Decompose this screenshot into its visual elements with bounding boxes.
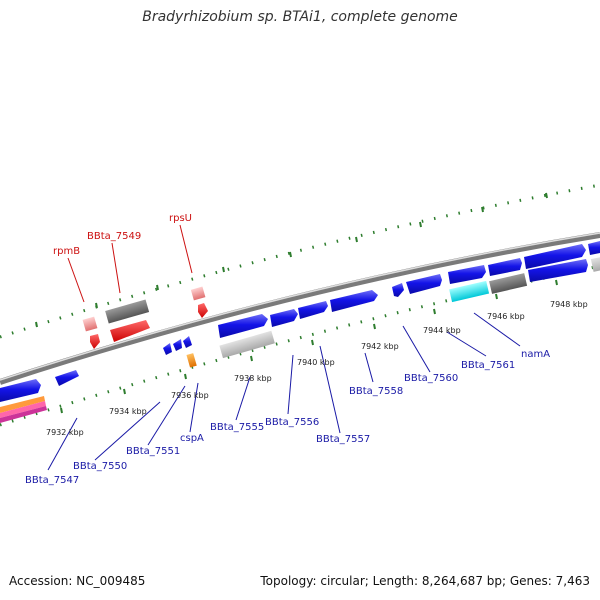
gene-label-BBta_7551[interactable]: BBta_7551 [126,446,180,457]
scale-label: 7932 kbp [46,428,84,437]
inner-gene-labels: BBta_7547 BBta_7550 BBta_7551 cspA BBta_… [25,349,550,486]
BBta_7550-feature [55,370,79,386]
outer-label-connectors [67,224,193,303]
outer-features [82,286,208,349]
rpsU-red-feature [198,303,208,318]
namA-feature [489,273,528,294]
scale-label: 7948 kbp [550,300,588,309]
scale-label: 7942 kbp [361,342,399,351]
page-title: Bradyrhizobium sp. BTAi1, complete genom… [142,9,458,25]
gene-label-BBta_7547[interactable]: BBta_7547 [25,475,79,486]
outer-major-ticks [35,192,548,328]
genome-backbone-highlight [0,232,600,381]
gene-label-rpsU[interactable]: rpsU [169,213,192,224]
gene-label-cspA[interactable]: cspA [180,433,204,444]
BBta_7555-feature [219,330,275,359]
gene-label-BBta_7557[interactable]: BBta_7557 [316,434,370,445]
cds-lane-upper [218,241,600,338]
gene-label-namA[interactable]: namA [521,349,550,360]
gene-label-BBta_7561[interactable]: BBta_7561 [461,360,515,371]
scale-label: 7940 kbp [297,358,335,367]
gene-label-BBta_7550[interactable]: BBta_7550 [73,461,127,472]
scale-label: 7934 kbp [109,407,147,416]
BBta_7551-feature [163,343,172,355]
gene-label-BBta_7555[interactable]: BBta_7555 [210,422,264,433]
gene-label-BBta_7558[interactable]: BBta_7558 [349,386,403,397]
inner-major-ticks [60,279,558,414]
outer-gene-labels: rpmB BBta_7549 rpsU [53,213,192,257]
gene-label-BBta_7560[interactable]: BBta_7560 [404,373,458,384]
gene-label-BBta_7556[interactable]: BBta_7556 [265,417,319,428]
gene-label-rpmB[interactable]: rpmB [53,246,80,257]
scale-label: 7938 kbp [234,374,272,383]
outer-scale-track [0,183,600,339]
inner-scale-track [0,264,600,427]
BBta_7561-feature [449,280,490,303]
BBta_7549-feature [105,299,150,324]
accession-label: Accession: NC_009485 [9,574,146,588]
inner-label-connectors [47,312,521,471]
inner-features [0,257,600,402]
scale-label: 7944 kbp [423,326,461,335]
rpmB-red-feature [90,334,100,349]
left-feature-stripes [0,396,47,423]
BBta_7549-red-feature [110,320,150,342]
scale-label: 7936 kbp [171,391,209,400]
scale-label: 7946 kbp [487,312,525,321]
scale-labels: 7932 kbp 7934 kbp 7936 kbp 7938 kbp 7940… [46,300,588,437]
rpmB-feature [82,316,98,332]
BBta_7547-feature [0,379,41,402]
cspA-feature [186,353,197,368]
topology-label: Topology: circular; Length: 8,264,687 bp… [260,574,590,588]
gene-label-BBta_7549[interactable]: BBta_7549 [87,231,141,242]
genome-backbone [0,232,600,385]
rpsU-feature [190,286,206,301]
